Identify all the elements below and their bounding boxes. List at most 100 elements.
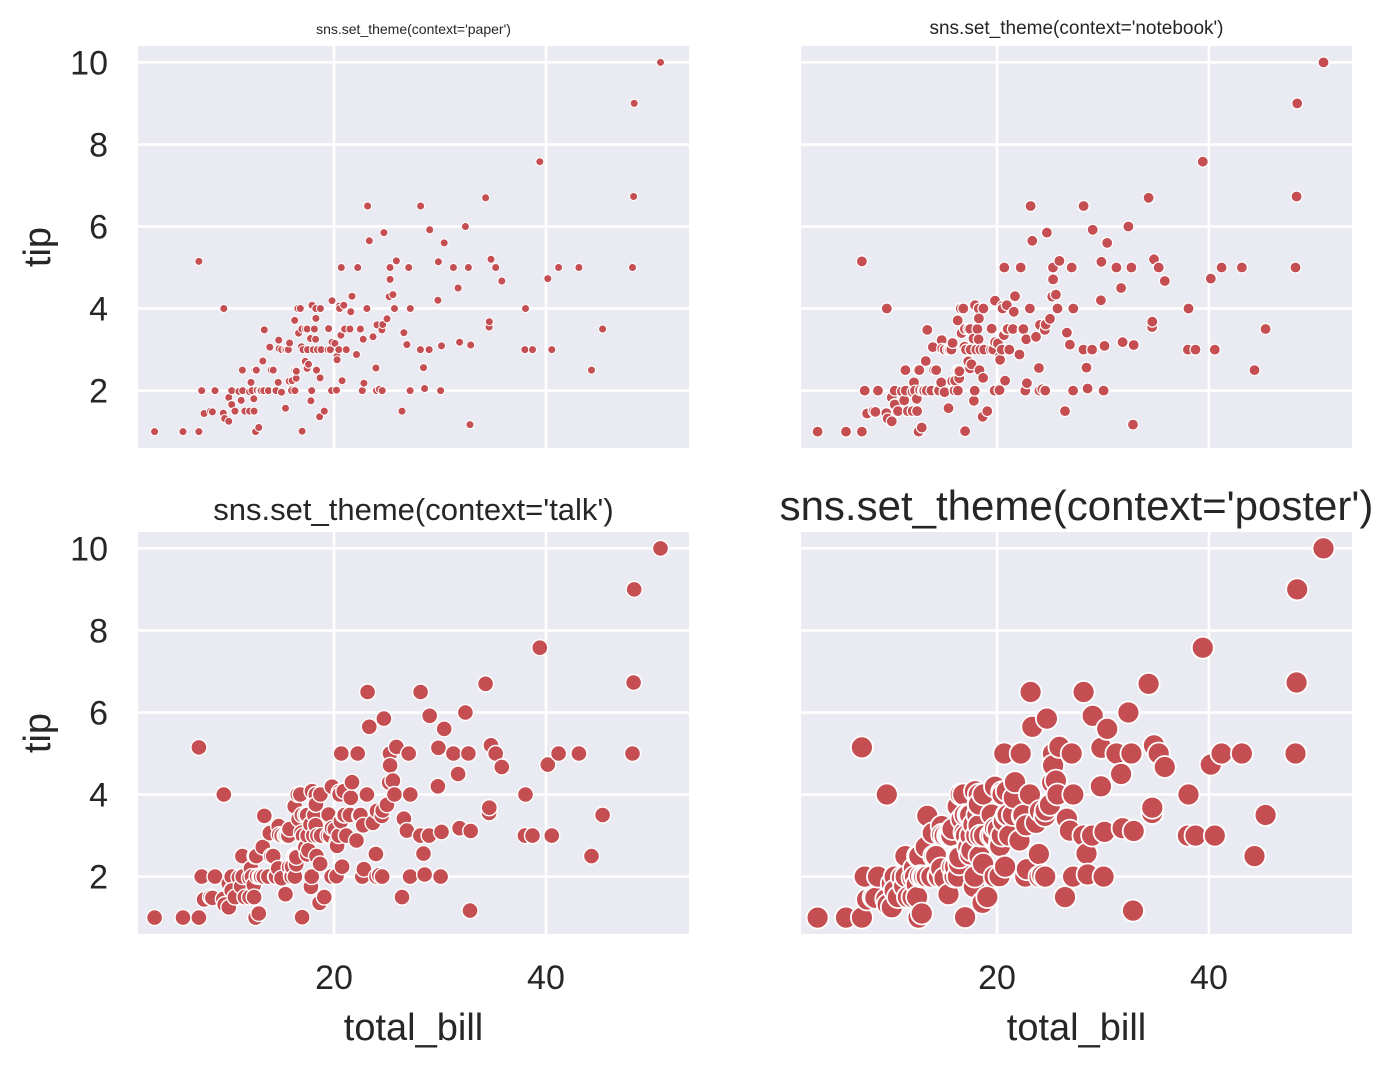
data-point	[1095, 255, 1108, 268]
data-point	[1029, 330, 1043, 343]
data-point	[327, 296, 337, 306]
data-point	[958, 425, 972, 438]
x-tick-label: 40	[527, 959, 565, 997]
data-point	[598, 324, 608, 334]
data-point	[461, 901, 479, 920]
chart-title: sns.set_theme(context='paper')	[316, 21, 511, 37]
data-point	[1053, 254, 1066, 267]
data-point	[448, 263, 458, 272]
data-point	[315, 412, 325, 422]
data-point	[363, 201, 373, 211]
y-tick-label: 2	[89, 859, 108, 897]
data-point	[393, 888, 411, 906]
data-point	[309, 324, 319, 334]
data-point	[587, 365, 596, 375]
data-point	[358, 785, 376, 804]
subplot-poster: sns.set_theme(context='poster') 20 40 total…	[780, 482, 1374, 1049]
data-point	[293, 908, 311, 926]
data-point	[981, 405, 994, 418]
data-point	[1114, 281, 1128, 295]
data-point	[462, 822, 480, 840]
data-point	[985, 322, 998, 335]
data-point	[377, 386, 387, 396]
y-tick-label: 10	[70, 530, 108, 568]
data-point	[311, 313, 321, 323]
data-point	[871, 384, 885, 397]
data-point	[1039, 384, 1052, 397]
data-point	[437, 341, 446, 351]
data-point	[491, 263, 501, 272]
data-point	[874, 782, 899, 807]
data-point	[1020, 377, 1034, 390]
data-point	[1023, 302, 1037, 315]
data-point	[1063, 338, 1077, 351]
data-point	[993, 854, 1017, 879]
data-point	[1208, 343, 1221, 356]
data-point	[255, 807, 273, 825]
data-point	[1119, 741, 1144, 766]
data-point	[1196, 155, 1209, 168]
data-point	[207, 407, 217, 417]
data-point	[1086, 223, 1099, 236]
data-point	[424, 345, 434, 355]
data-point	[629, 192, 639, 201]
data-point	[574, 263, 584, 272]
data-point	[382, 314, 392, 324]
data-point	[360, 718, 378, 736]
data-point	[656, 57, 665, 67]
data-point	[628, 263, 637, 272]
data-point	[268, 365, 278, 375]
data-point	[357, 386, 367, 396]
data-point	[1061, 782, 1086, 807]
data-point	[1204, 272, 1217, 285]
data-point	[1065, 261, 1078, 274]
data-point	[977, 302, 990, 315]
data-point	[1085, 343, 1099, 356]
data-point	[1248, 364, 1261, 377]
data-point	[913, 364, 926, 377]
data-point	[910, 405, 924, 418]
data-point	[178, 427, 188, 437]
data-point	[629, 98, 639, 108]
data-point	[1202, 823, 1227, 848]
data-point	[1116, 700, 1141, 725]
data-point	[349, 744, 367, 763]
data-point	[466, 340, 476, 350]
data-point	[375, 709, 393, 728]
data-point	[381, 756, 399, 775]
data-point	[1027, 842, 1051, 866]
data-point	[399, 328, 409, 338]
data-point	[250, 904, 268, 923]
data-point	[972, 333, 985, 346]
data-point	[190, 908, 208, 927]
y-axis-label: tip	[17, 713, 59, 753]
data-point	[419, 363, 428, 373]
data-point	[915, 421, 928, 434]
data-point	[303, 867, 321, 886]
data-point	[1121, 819, 1146, 843]
data-point	[1176, 782, 1201, 807]
data-point	[1259, 322, 1272, 336]
data-point	[1215, 261, 1228, 274]
data-point	[1071, 680, 1096, 704]
y-tick-label: 2	[89, 373, 108, 411]
data-point	[1142, 191, 1155, 204]
data-point	[315, 888, 333, 906]
data-point	[1146, 315, 1159, 328]
data-point	[379, 228, 389, 238]
data-point	[1013, 348, 1026, 361]
data-point	[390, 304, 399, 313]
data-point	[1067, 302, 1080, 315]
data-point	[975, 885, 1000, 909]
data-point	[554, 263, 564, 272]
data-point	[998, 374, 1012, 387]
data-point	[414, 844, 433, 863]
data-point	[291, 366, 301, 376]
data-point	[449, 765, 467, 783]
data-point	[481, 193, 491, 203]
data-point	[337, 376, 347, 386]
y-tick-label: 8	[89, 612, 108, 650]
data-point	[455, 337, 465, 347]
data-point	[405, 304, 415, 313]
data-point	[1058, 405, 1072, 418]
